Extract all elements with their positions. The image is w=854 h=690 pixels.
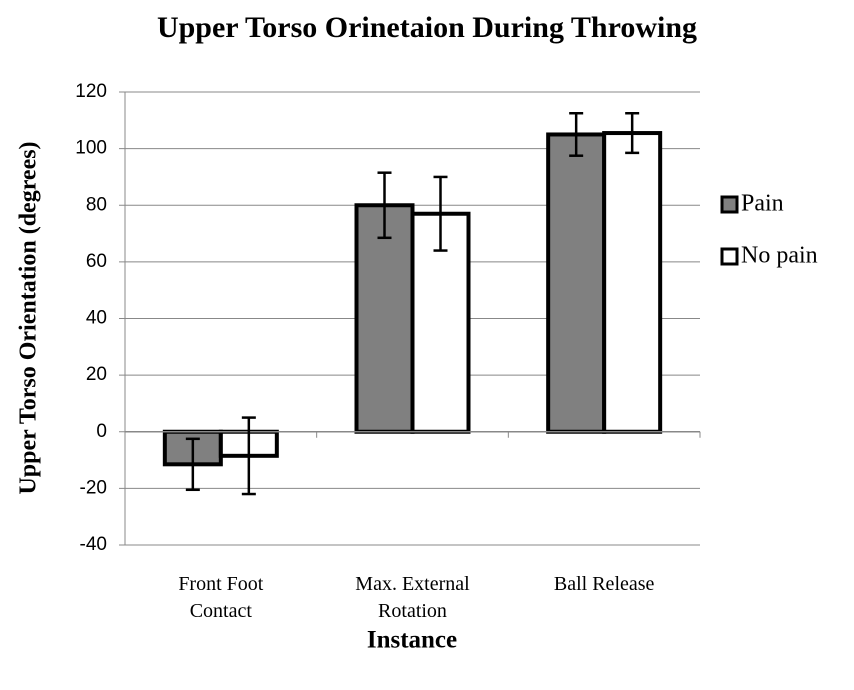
error-bar [185, 437, 200, 492]
x-tick-label: Max. External Rotation [355, 573, 470, 622]
chart-title: Upper Torso Orinetaion During Throwing [157, 11, 697, 44]
y-tick-label: 0 [96, 421, 107, 442]
bar [354, 203, 415, 434]
bar [602, 131, 663, 434]
y-axis-label: Upper Torso Orientation (degrees) [16, 141, 42, 494]
y-tick-label: -40 [80, 534, 107, 555]
error-bar [625, 111, 640, 155]
x-tick-label: Front Foot Contact [178, 573, 264, 622]
y-tick-label: 100 [75, 138, 107, 159]
legend-label: Pain [741, 191, 784, 217]
error-bar [433, 175, 448, 252]
y-tick-label: 60 [86, 251, 107, 272]
legend-label: No pain [741, 243, 818, 269]
y-tick-label: 120 [75, 81, 107, 102]
y-tick-label: 40 [86, 308, 107, 329]
legend-swatch [720, 247, 739, 266]
legend-swatch [720, 195, 739, 214]
y-tick-label: 80 [86, 194, 107, 215]
bar [546, 132, 607, 434]
error-bar [241, 416, 256, 496]
error-bar [569, 111, 584, 157]
y-tick-label: 20 [86, 364, 107, 385]
x-axis-label: Instance [367, 627, 457, 654]
y-tick-label: -20 [80, 477, 107, 498]
error-bar [377, 171, 392, 240]
x-tick-label: Ball Release [553, 573, 655, 595]
